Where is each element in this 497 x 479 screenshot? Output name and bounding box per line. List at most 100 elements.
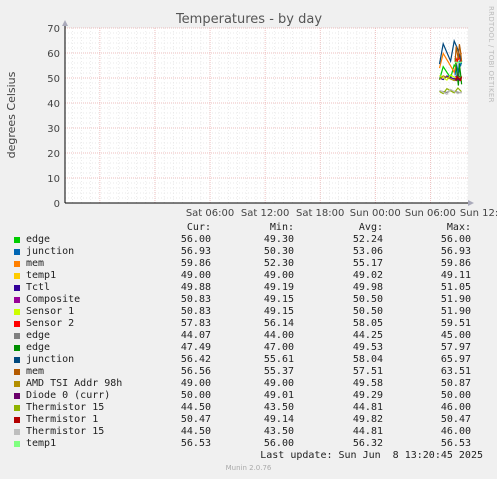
legend-value-min: 49.15 bbox=[263, 294, 294, 305]
x-tick-label: Sun 06:00 bbox=[405, 208, 456, 218]
legend-value-avg: 49.82 bbox=[352, 414, 383, 425]
legend-series-name: mem bbox=[26, 258, 45, 269]
legend-row: mem 59.86 52.30 55.17 59.86 bbox=[0, 258, 497, 270]
series-line bbox=[454, 44, 463, 63]
y-axis-label: degrees Celsius bbox=[5, 71, 18, 158]
y-tick-label: 40 bbox=[47, 99, 60, 110]
munin-version: Munin 2.0.76 bbox=[225, 464, 272, 472]
legend-value-max: 50.47 bbox=[440, 414, 471, 425]
legend-value-min: 49.00 bbox=[263, 378, 294, 389]
legend-row: temp1 56.53 56.00 56.32 56.53 bbox=[0, 438, 497, 450]
legend-value-cur: 50.47 bbox=[180, 414, 211, 425]
legend-value-cur: 49.00 bbox=[180, 270, 211, 281]
temperature-chart: Temperatures - by day degrees Celsius 0 1… bbox=[5, 12, 497, 218]
legend-row: Thermistor 1 50.47 49.14 49.82 50.47 bbox=[0, 414, 497, 426]
y-tick-label: 20 bbox=[47, 149, 60, 160]
legend-series-name: mem bbox=[26, 366, 45, 377]
x-tick-label: Sat 12:00 bbox=[241, 208, 289, 218]
plot-area bbox=[65, 28, 468, 203]
col-header-cur: Cur: bbox=[186, 222, 211, 233]
legend-value-cur: 56.93 bbox=[180, 246, 211, 257]
legend-value-max: 56.53 bbox=[440, 438, 471, 449]
legend-series-name: temp1 bbox=[26, 438, 57, 449]
legend-series-name: Thermistor 15 bbox=[26, 426, 105, 437]
legend-value-max: 50.87 bbox=[440, 378, 471, 389]
legend-value-max: 45.00 bbox=[440, 330, 471, 341]
legend-value-avg: 58.05 bbox=[352, 318, 383, 329]
y-tick-label: 0 bbox=[54, 199, 60, 210]
legend-value-min: 55.37 bbox=[263, 366, 294, 377]
legend-value-max: 56.00 bbox=[440, 234, 471, 245]
x-axis-arrow bbox=[468, 200, 474, 206]
legend-value-min: 49.30 bbox=[263, 234, 294, 245]
series-line bbox=[438, 38, 463, 65]
legend-value-min: 56.14 bbox=[263, 318, 294, 329]
legend-value-cur: 49.88 bbox=[180, 282, 211, 293]
legend-value-max: 65.97 bbox=[440, 354, 471, 365]
legend-value-avg: 44.81 bbox=[352, 402, 383, 413]
legend-value-cur: 50.00 bbox=[180, 390, 211, 401]
legend-value-max: 51.05 bbox=[440, 282, 471, 293]
col-header-avg: Avg: bbox=[358, 222, 383, 233]
legend-value-min: 50.30 bbox=[263, 246, 294, 257]
x-tick-label: Sun 00:00 bbox=[350, 208, 401, 218]
legend-value-cur: 56.53 bbox=[180, 438, 211, 449]
legend-row: Sensor 1 50.83 49.15 50.50 51.90 bbox=[0, 306, 497, 318]
legend-series-name: edge bbox=[26, 330, 51, 341]
legend-value-max: 50.00 bbox=[440, 390, 471, 401]
legend-row: Thermistor 15 44.50 43.50 44.81 46.00 bbox=[0, 426, 497, 438]
legend-value-min: 49.14 bbox=[263, 414, 294, 425]
legend-value-min: 49.01 bbox=[263, 390, 294, 401]
legend-swatch bbox=[14, 393, 20, 399]
legend-swatch bbox=[14, 321, 20, 327]
series-line bbox=[439, 87, 463, 95]
x-tick-label: Sat 06:00 bbox=[186, 208, 234, 218]
legend-series-name: edge bbox=[26, 342, 51, 353]
legend-series-name: edge bbox=[26, 234, 51, 245]
legend-swatch bbox=[14, 345, 20, 351]
legend-value-avg: 49.53 bbox=[352, 342, 383, 353]
legend-value-max: 56.93 bbox=[440, 246, 471, 257]
legend-series-name: Thermistor 1 bbox=[26, 414, 99, 425]
legend-value-cur: 59.86 bbox=[180, 258, 211, 269]
col-header-min: Min: bbox=[269, 222, 294, 233]
legend-value-min: 52.30 bbox=[263, 258, 294, 269]
legend-row: junction 56.93 50.30 53.06 56.93 bbox=[0, 246, 497, 258]
legend-value-avg: 55.17 bbox=[352, 258, 383, 269]
y-tick-label: 70 bbox=[47, 24, 60, 35]
legend-series-name: junction bbox=[26, 354, 75, 365]
legend-value-cur: 56.00 bbox=[180, 234, 211, 245]
legend-value-min: 43.50 bbox=[263, 426, 294, 437]
legend-series-name: AMD TSI Addr 98h bbox=[26, 378, 123, 389]
series-lines bbox=[438, 38, 463, 96]
legend-row: temp1 49.00 49.00 49.02 49.11 bbox=[0, 270, 497, 282]
legend-value-cur: 47.49 bbox=[180, 342, 211, 353]
legend-swatch bbox=[14, 261, 20, 267]
legend-value-max: 46.00 bbox=[440, 426, 471, 437]
legend-value-cur: 44.50 bbox=[180, 426, 211, 437]
legend-value-min: 47.00 bbox=[263, 342, 294, 353]
legend-row: edge 56.00 49.30 52.24 56.00 bbox=[0, 234, 497, 246]
legend-row: edge 47.49 47.00 49.53 57.97 bbox=[0, 342, 497, 354]
legend-swatch bbox=[14, 441, 20, 447]
legend-value-avg: 58.04 bbox=[352, 354, 383, 365]
legend-swatch bbox=[14, 369, 20, 375]
legend-swatch bbox=[14, 297, 20, 303]
x-tick-labels: Sat 06:00 Sat 12:00 Sat 18:00 Sun 00:00 Sun … bbox=[186, 208, 497, 218]
legend-value-max: 59.86 bbox=[440, 258, 471, 269]
legend-value-max: 51.90 bbox=[440, 306, 471, 317]
grid bbox=[65, 27, 468, 204]
legend-value-avg: 49.02 bbox=[352, 270, 383, 281]
y-tick-label: 60 bbox=[47, 49, 60, 60]
y-tick-labels: 0 10 20 30 40 50 60 70 bbox=[47, 24, 60, 210]
legend-swatch bbox=[14, 405, 20, 411]
legend-value-cur: 50.83 bbox=[180, 306, 211, 317]
legend-row: Thermistor 15 44.50 43.50 44.81 46.00 bbox=[0, 402, 497, 414]
legend-value-cur: 44.50 bbox=[180, 402, 211, 413]
legend-series-name: Thermistor 15 bbox=[26, 402, 105, 413]
legend-row: Composite 50.83 49.15 50.50 51.90 bbox=[0, 294, 497, 306]
legend-row: AMD TSI Addr 98h 49.00 49.00 49.58 50.87 bbox=[0, 378, 497, 390]
series-line bbox=[439, 88, 462, 96]
legend-row: Tctl 49.88 49.19 49.98 51.05 bbox=[0, 282, 497, 294]
legend-swatch bbox=[14, 333, 20, 339]
